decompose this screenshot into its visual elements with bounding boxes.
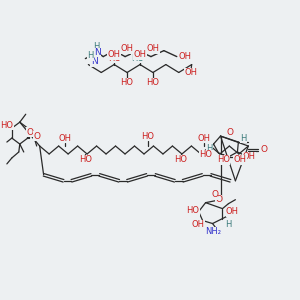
Text: HO: HO: [121, 78, 134, 87]
Text: H: H: [93, 42, 100, 51]
Text: HO: HO: [146, 78, 159, 87]
Text: OH: OH: [134, 50, 146, 59]
Text: O: O: [227, 128, 234, 136]
Text: OH: OH: [226, 207, 239, 216]
Text: N: N: [91, 57, 98, 66]
Text: O: O: [33, 132, 40, 141]
Text: HO: HO: [0, 121, 14, 130]
Text: OH: OH: [178, 52, 191, 61]
Text: HO: HO: [199, 151, 212, 160]
Text: H: H: [206, 143, 213, 152]
Text: H: H: [240, 134, 247, 142]
Text: HO: HO: [174, 155, 187, 164]
Text: O: O: [26, 128, 33, 136]
Text: N: N: [94, 48, 101, 57]
Text: H: H: [87, 51, 94, 60]
Text: OH: OH: [121, 44, 134, 53]
Text: H: H: [225, 220, 232, 229]
Text: HO: HO: [108, 54, 121, 63]
Text: OH: OH: [58, 134, 71, 142]
Text: OH: OH: [197, 134, 210, 142]
Text: HO: HO: [79, 155, 92, 164]
Text: HO: HO: [186, 206, 199, 215]
Text: HO: HO: [142, 132, 154, 141]
Text: OH: OH: [243, 152, 256, 161]
Text: O: O: [215, 195, 222, 204]
Text: O: O: [211, 190, 218, 199]
Text: O: O: [261, 146, 268, 154]
Text: HO: HO: [217, 155, 230, 164]
Text: OH: OH: [234, 155, 247, 164]
Text: HO: HO: [131, 54, 145, 63]
Text: OH: OH: [108, 50, 121, 59]
Text: OH: OH: [191, 220, 204, 229]
Text: OH: OH: [146, 44, 159, 53]
Text: NH₂: NH₂: [206, 227, 222, 236]
Text: OH: OH: [184, 68, 197, 77]
